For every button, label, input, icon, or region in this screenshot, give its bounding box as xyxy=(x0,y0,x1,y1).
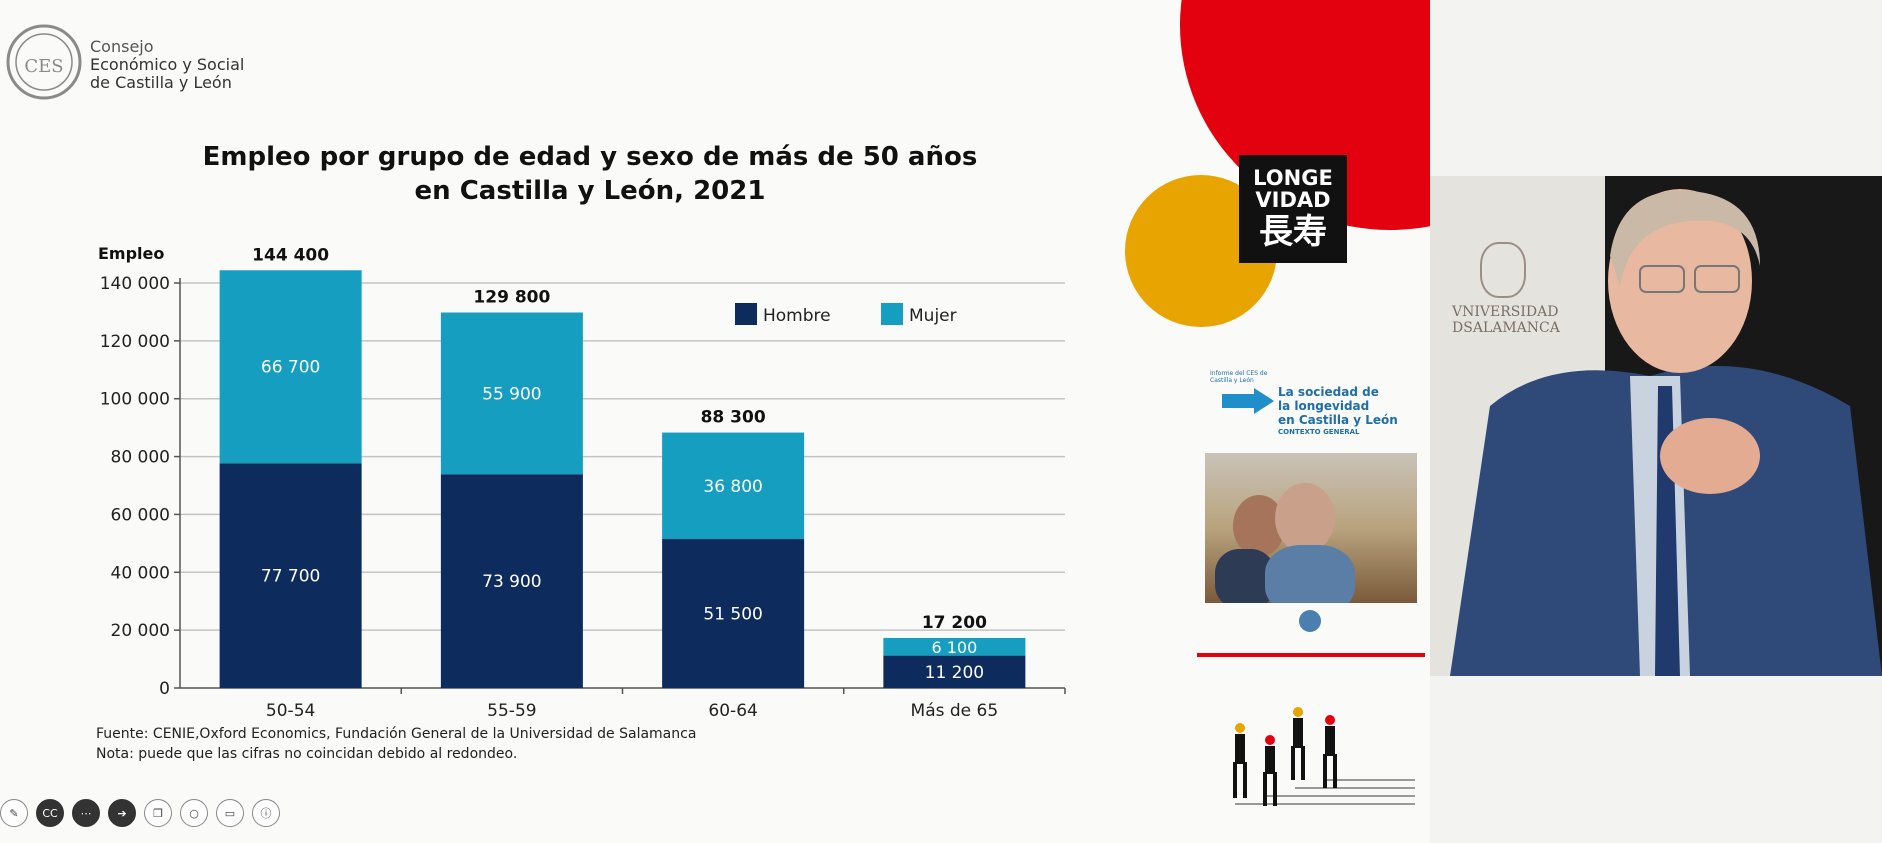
y-tick-label: 100 000 xyxy=(100,390,170,410)
bar-segment-hombre xyxy=(219,463,362,688)
chart-title-line-2: en Castilla y León, 2021 xyxy=(414,176,766,206)
stacked-bar-chart: Empleo 0 20 000 40 000 60 000 80 000 100 000 12… xyxy=(98,244,1066,718)
badge-kanji: 長寿 xyxy=(1259,212,1327,252)
data-label: 11 200 xyxy=(925,663,984,683)
university-seal-icon xyxy=(1480,242,1526,298)
rounding-note: Nota: puede que las cifras no coincidan … xyxy=(96,746,518,762)
source-note: Fuente: CENIE,Oxford Economics, Fundació… xyxy=(96,726,697,742)
org-line-2: Económico y Social xyxy=(90,55,245,74)
org-line-3: de Castilla y León xyxy=(90,73,232,92)
bar-segment-mujer xyxy=(440,312,583,475)
x-tick-label: 60-64 xyxy=(708,701,757,718)
cover-title-3: en Castilla y León xyxy=(1278,413,1398,427)
pencil-icon[interactable]: ✎ xyxy=(0,799,28,827)
data-label: 6 100 xyxy=(931,638,977,657)
data-label: 73 900 xyxy=(482,572,541,592)
ces-logo: CES xyxy=(6,24,82,100)
data-label: 51 500 xyxy=(703,605,762,625)
legend-label-mujer: Mujer xyxy=(909,306,957,326)
data-label: 55 900 xyxy=(482,384,541,404)
y-tick-label: 140 000 xyxy=(100,274,170,294)
total-label: 17 200 xyxy=(922,613,987,633)
cover-title-1: La sociedad de xyxy=(1278,385,1379,399)
x-tick-label: 55-59 xyxy=(487,701,536,718)
chart-title: Empleo por grupo de edad y sexo de más d… xyxy=(160,140,1020,208)
player-toolbar: ✎ CC ⋯ ➔ ❐ ○ ▭ ⓘ xyxy=(0,796,280,830)
camera-icon[interactable]: ▭ xyxy=(216,799,244,827)
cover-photo xyxy=(1205,453,1417,603)
speaker-silhouette xyxy=(1450,189,1882,676)
bar-segment-hombre xyxy=(662,539,805,688)
slide: CES Consejo Económico y Social de Castil… xyxy=(6,24,1066,762)
cover-title: La sociedad de la longevidad en Castilla… xyxy=(1278,385,1398,427)
svg-text:CES: CES xyxy=(24,56,63,77)
video-backdrop-text: VNIVERSIDAD DSALAMANCA xyxy=(1452,304,1560,336)
chart-title-line-1: Empleo por grupo de edad y sexo de más d… xyxy=(202,142,978,172)
bar-segment-hombre xyxy=(883,655,1026,688)
legend-swatch-mujer xyxy=(881,303,903,325)
badge-line-1: LONGE xyxy=(1253,166,1333,190)
y-tick-label: 20 000 xyxy=(111,621,170,641)
total-label: 129 800 xyxy=(473,288,550,308)
badge-line-2: VIDAD xyxy=(1255,188,1331,212)
legend-label-hombre: Hombre xyxy=(763,306,831,326)
y-tick-label: 0 xyxy=(159,679,170,699)
more-icon[interactable]: ⋯ xyxy=(72,799,100,827)
y-tick-label: 40 000 xyxy=(111,563,170,583)
total-label: 88 300 xyxy=(701,408,766,428)
org-name: Consejo Económico y Social de Castilla y… xyxy=(90,38,244,92)
layers-icon[interactable]: ❐ xyxy=(144,799,172,827)
longevidad-badge: LONGE VIDAD 長寿 xyxy=(1239,155,1347,263)
bar-segment-mujer xyxy=(219,270,362,464)
cover-subtitle: CONTEXTO GENERAL xyxy=(1278,428,1360,436)
y-tick-label: 120 000 xyxy=(100,332,170,352)
bar-segment-mujer xyxy=(883,637,1026,656)
org-line-1: Consejo xyxy=(90,37,154,56)
cover-small-text: Informe del CES de Castilla y León xyxy=(1210,370,1268,384)
info-icon[interactable]: ⓘ xyxy=(252,799,280,827)
cc-icon[interactable]: CC xyxy=(36,799,64,827)
y-axis-label: Empleo xyxy=(98,244,164,263)
backdrop-line-1: VNIVERSIDAD xyxy=(1452,304,1559,320)
y-tick-label: 60 000 xyxy=(111,505,170,525)
data-label: 36 800 xyxy=(703,477,762,497)
x-tick-label: 50-54 xyxy=(266,701,315,718)
arrow-icon xyxy=(1222,388,1274,414)
stairs-people-icon xyxy=(1233,707,1415,806)
data-label: 77 700 xyxy=(261,567,320,587)
zoom-icon[interactable]: ○ xyxy=(180,799,208,827)
speaker-video: VNIVERSIDAD DSALAMANCA xyxy=(1430,176,1882,676)
total-label: 144 400 xyxy=(252,245,329,265)
bar-segment-hombre xyxy=(440,474,583,688)
data-label: 66 700 xyxy=(261,358,320,378)
legend-swatch-hombre xyxy=(735,303,757,325)
next-icon[interactable]: ➔ xyxy=(108,799,136,827)
backdrop-line-2: DSALAMANCA xyxy=(1452,320,1560,336)
y-tick-label: 80 000 xyxy=(111,448,170,468)
bar-segment-mujer xyxy=(662,432,805,540)
red-divider xyxy=(1197,653,1425,657)
x-tick-label: Más de 65 xyxy=(911,701,999,718)
cover-logo-icon xyxy=(1299,610,1321,632)
cover-title-2: la longevidad xyxy=(1278,399,1370,413)
